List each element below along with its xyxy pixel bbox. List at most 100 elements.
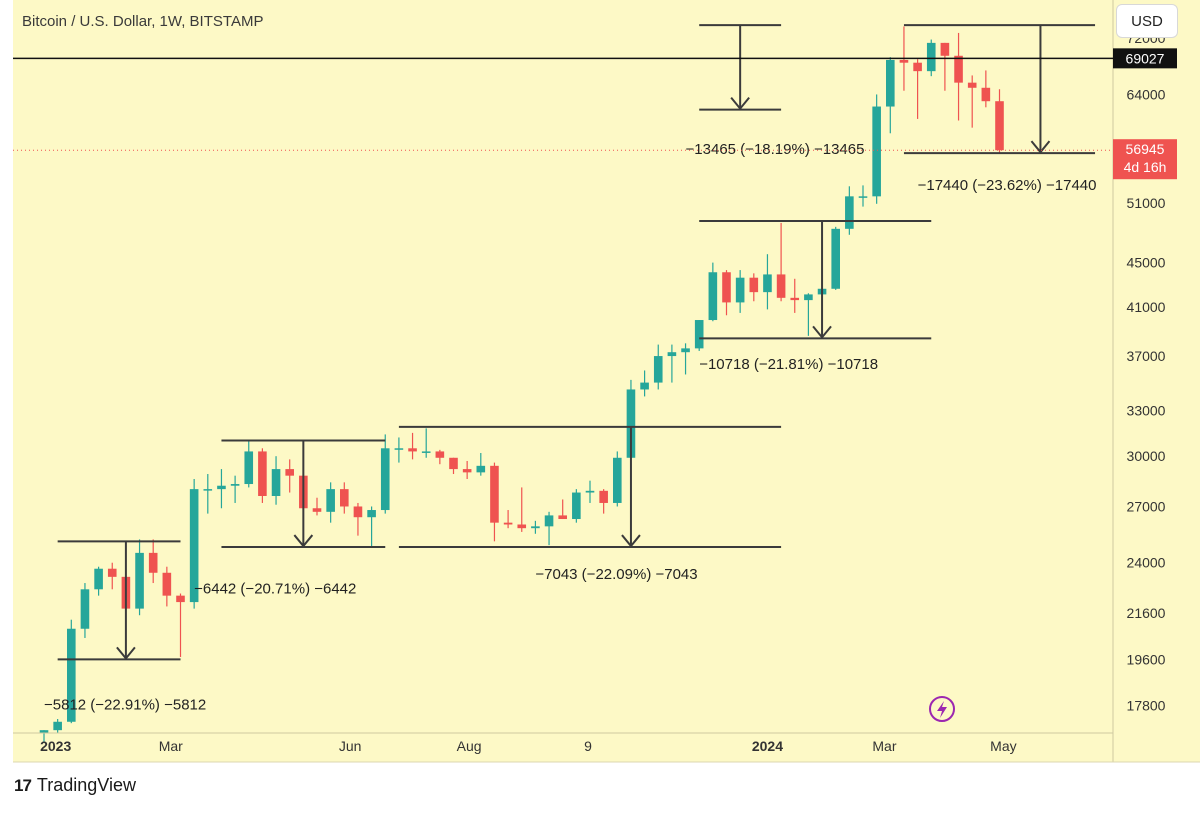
measure-label: −6442 (−20.71%) −6442	[194, 581, 356, 598]
currency-button[interactable]: USD	[1116, 4, 1178, 38]
candle-body	[694, 320, 704, 349]
candle	[217, 469, 226, 509]
candle-body	[899, 59, 909, 63]
candle	[967, 75, 977, 128]
candle-body	[558, 515, 567, 520]
candle-body	[572, 492, 581, 520]
candle-body	[217, 485, 226, 490]
level-price-label: 69027	[1126, 50, 1165, 66]
candle-body	[845, 196, 854, 229]
candle	[640, 370, 649, 397]
measure-label: −10718 (−21.81%) −10718	[699, 356, 878, 373]
candle-body	[107, 568, 117, 577]
measure-label: −5812 (−22.91%) −5812	[44, 696, 206, 713]
candle-body	[667, 352, 677, 357]
candle	[39, 730, 49, 742]
candle-body	[462, 469, 472, 473]
candle-body	[189, 489, 199, 603]
price-tick-label: 24000	[1127, 555, 1166, 571]
candle	[886, 57, 895, 134]
candle	[135, 539, 144, 616]
candle	[67, 619, 76, 724]
candle	[749, 273, 759, 302]
candle	[572, 489, 581, 523]
price-tick-label: 51000	[1127, 195, 1166, 211]
candle-body	[258, 451, 267, 496]
measure-arrow-head	[730, 96, 750, 111]
candle	[585, 480, 595, 503]
candle	[613, 451, 622, 507]
candle-body	[831, 228, 840, 289]
measure-arrow-head	[621, 534, 641, 548]
candle	[258, 448, 267, 503]
price-axis-background	[1113, 0, 1200, 762]
price-tick-label: 37000	[1127, 348, 1166, 364]
candle-body	[135, 552, 144, 609]
lightning-icon-ring	[929, 696, 955, 722]
candle	[667, 344, 677, 383]
measure-drawing: −17440 (−23.62%) −17440	[903, 24, 1097, 194]
candle	[531, 520, 540, 534]
candle	[763, 254, 772, 310]
candle-body	[981, 87, 991, 102]
candle-body	[408, 448, 417, 452]
candle	[271, 456, 281, 505]
measure-drawing: −6442 (−20.71%) −6442	[194, 439, 386, 598]
price-tick-label: 64000	[1127, 86, 1166, 102]
tradingview-logo[interactable]: 17 TradingView	[14, 775, 136, 796]
candle-body	[244, 451, 254, 485]
candle-body	[94, 568, 103, 590]
price-tick-label: 33000	[1127, 403, 1166, 419]
tradingview-mark-icon: 17	[14, 775, 32, 795]
price-tick-label: 41000	[1127, 299, 1166, 315]
lightning-icon[interactable]	[929, 696, 955, 722]
candle-body	[367, 510, 376, 518]
chart-title: Bitcoin / U.S. Dollar, 1W, BITSTAMP	[22, 13, 264, 30]
candle-body	[380, 448, 390, 511]
price-tick-label: 30000	[1127, 448, 1166, 464]
time-tick-label: 2024	[752, 738, 783, 754]
candle	[176, 593, 185, 657]
candle-body	[913, 62, 922, 72]
candle	[312, 497, 322, 516]
candle-body	[394, 448, 404, 450]
price-markers: 69027 56945 4d 16h	[13, 48, 1177, 722]
candle-body	[340, 489, 349, 507]
candle	[107, 562, 117, 590]
candle	[544, 511, 554, 546]
candle	[940, 42, 950, 91]
candle-body	[476, 465, 486, 473]
last-price-label: 56945	[1126, 141, 1165, 157]
measure-label: −13465 (−18.19%) −13465	[686, 141, 865, 158]
candle-body	[162, 572, 172, 596]
candle-body	[613, 457, 622, 503]
measure-drawing: −5812 (−22.91%) −5812	[44, 540, 206, 713]
candle-body	[449, 457, 458, 470]
candle-body	[353, 506, 363, 518]
time-tick-label: 9	[584, 738, 592, 754]
candle	[831, 226, 840, 290]
candle-body	[940, 42, 950, 56]
candle	[872, 94, 881, 204]
candle	[462, 460, 472, 479]
candle-body	[763, 274, 772, 293]
measure-drawing: −13465 (−18.19%) −13465	[686, 24, 865, 158]
candle	[517, 487, 527, 532]
candle	[367, 506, 376, 548]
last-price-badge	[1113, 139, 1177, 180]
candle	[490, 462, 499, 542]
candle-body	[886, 59, 895, 107]
candle	[981, 70, 991, 108]
candle	[681, 343, 690, 375]
candle-body	[531, 526, 540, 529]
candle-body	[503, 522, 513, 525]
candle	[722, 270, 731, 316]
candle	[694, 320, 704, 351]
candle-body	[517, 524, 527, 529]
candle-body	[681, 348, 690, 353]
candle-body	[39, 730, 49, 733]
candle-body	[599, 490, 608, 503]
candle	[735, 270, 745, 313]
